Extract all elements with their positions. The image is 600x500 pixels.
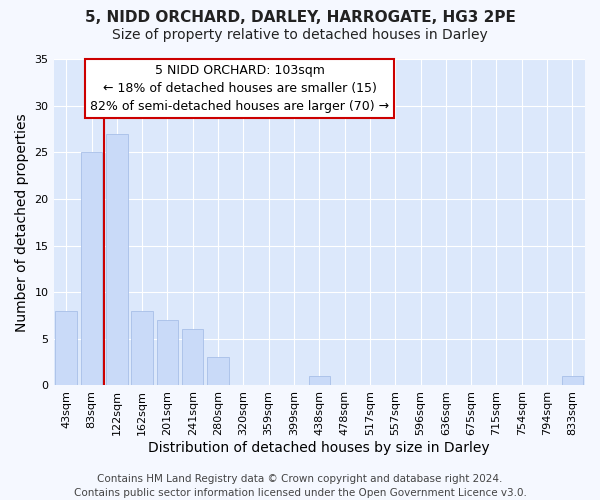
Bar — [81, 152, 102, 386]
Bar — [562, 376, 583, 386]
Text: Size of property relative to detached houses in Darley: Size of property relative to detached ho… — [112, 28, 488, 42]
Bar — [131, 311, 153, 386]
Bar — [207, 358, 229, 386]
Text: Contains HM Land Registry data © Crown copyright and database right 2024.
Contai: Contains HM Land Registry data © Crown c… — [74, 474, 526, 498]
Bar — [106, 134, 128, 386]
Bar — [308, 376, 330, 386]
Bar — [55, 311, 77, 386]
Text: 5 NIDD ORCHARD: 103sqm
← 18% of detached houses are smaller (15)
82% of semi-det: 5 NIDD ORCHARD: 103sqm ← 18% of detached… — [90, 64, 389, 113]
X-axis label: Distribution of detached houses by size in Darley: Distribution of detached houses by size … — [148, 441, 490, 455]
Bar — [182, 330, 203, 386]
Bar — [157, 320, 178, 386]
Text: 5, NIDD ORCHARD, DARLEY, HARROGATE, HG3 2PE: 5, NIDD ORCHARD, DARLEY, HARROGATE, HG3 … — [85, 10, 515, 25]
Y-axis label: Number of detached properties: Number of detached properties — [15, 113, 29, 332]
